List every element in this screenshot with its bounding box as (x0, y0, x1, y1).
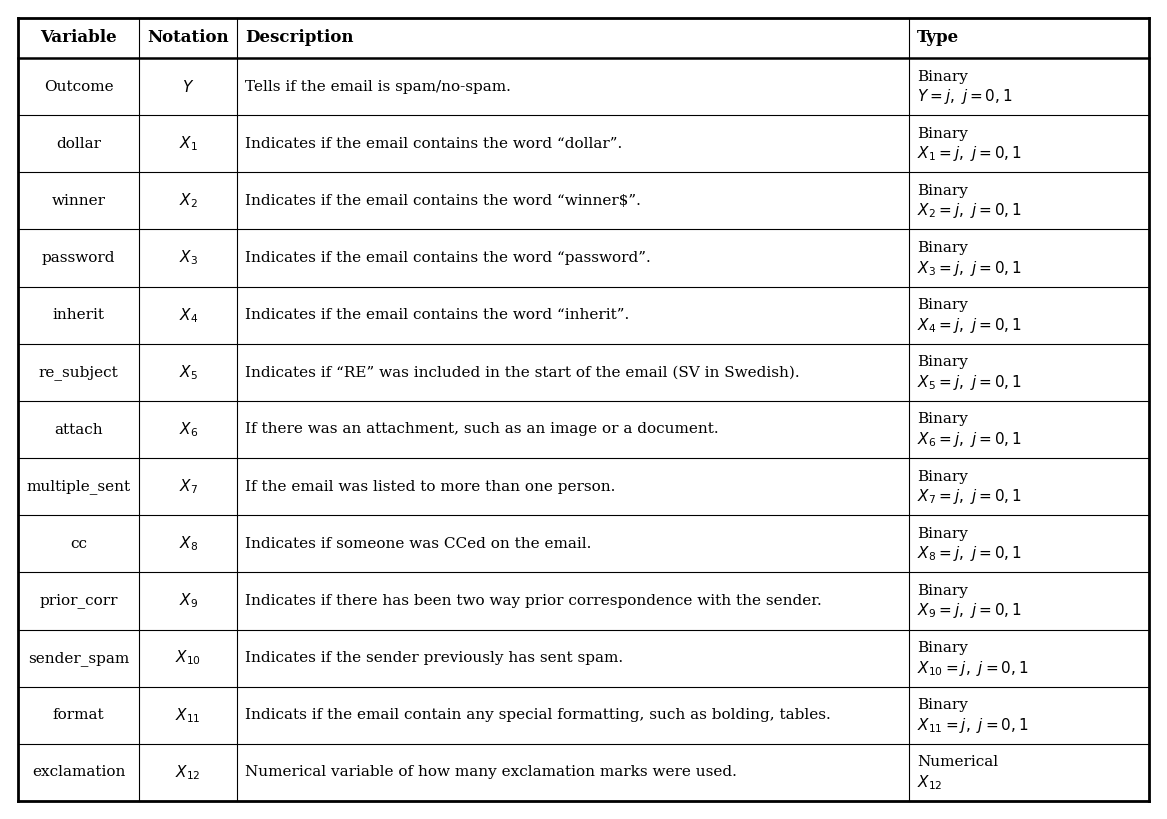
Text: $X_2 = j,\ j = 0, 1$: $X_2 = j,\ j = 0, 1$ (917, 201, 1022, 220)
Text: Binary: Binary (917, 527, 969, 541)
Text: $X_{12}$: $X_{12}$ (917, 773, 943, 792)
Text: cc: cc (70, 536, 88, 551)
Text: $X_9 = j,\ j = 0, 1$: $X_9 = j,\ j = 0, 1$ (917, 601, 1022, 621)
Text: $Y$: $Y$ (182, 79, 195, 94)
Text: Indicates if someone was CCed on the email.: Indicates if someone was CCed on the ema… (245, 536, 592, 551)
Text: password: password (42, 251, 116, 265)
Text: multiple_sent: multiple_sent (27, 479, 131, 494)
Text: $X_6 = j,\ j = 0, 1$: $X_6 = j,\ j = 0, 1$ (917, 430, 1022, 449)
Text: Type: Type (917, 29, 959, 47)
Text: Variable: Variable (40, 29, 117, 47)
Text: prior_corr: prior_corr (40, 594, 118, 609)
Text: $X_{10}$: $X_{10}$ (175, 649, 201, 667)
Text: Binary: Binary (917, 298, 969, 312)
Text: $X_7 = j,\ j = 0, 1$: $X_7 = j,\ j = 0, 1$ (917, 487, 1022, 506)
Text: dollar: dollar (56, 137, 102, 151)
Text: $X_4 = j,\ j = 0, 1$: $X_4 = j,\ j = 0, 1$ (917, 315, 1022, 335)
Text: Binary: Binary (917, 184, 969, 198)
Text: Numerical variable of how many exclamation marks were used.: Numerical variable of how many exclamati… (245, 766, 738, 780)
Text: Binary: Binary (917, 241, 969, 255)
Text: $X_2$: $X_2$ (179, 192, 197, 210)
Text: $X_1$: $X_1$ (179, 134, 197, 153)
Text: Description: Description (245, 29, 354, 47)
Text: Binary: Binary (917, 413, 969, 427)
Text: $X_5$: $X_5$ (179, 363, 197, 382)
Text: Tells if the email is spam/no-spam.: Tells if the email is spam/no-spam. (245, 79, 511, 93)
Text: Notation: Notation (147, 29, 229, 47)
Text: Indicates if the email contains the word “winner$”.: Indicates if the email contains the word… (245, 194, 642, 208)
Text: $X_5 = j,\ j = 0, 1$: $X_5 = j,\ j = 0, 1$ (917, 373, 1022, 391)
Text: Numerical: Numerical (917, 755, 998, 769)
Text: Binary: Binary (917, 584, 969, 598)
Text: If the email was listed to more than one person.: If the email was listed to more than one… (245, 480, 616, 494)
Text: $X_8 = j,\ j = 0, 1$: $X_8 = j,\ j = 0, 1$ (917, 545, 1022, 563)
Text: $X_{12}$: $X_{12}$ (175, 763, 201, 782)
Text: $X_{11} = j,\ j = 0, 1$: $X_{11} = j,\ j = 0, 1$ (917, 716, 1029, 735)
Text: $X_{11}$: $X_{11}$ (175, 706, 201, 725)
Text: Indicates if “RE” was included in the start of the email (SV in Swedish).: Indicates if “RE” was included in the st… (245, 365, 801, 379)
Text: Indicates if there has been two way prior correspondence with the sender.: Indicates if there has been two way prio… (245, 594, 823, 608)
Text: Binary: Binary (917, 641, 969, 655)
Text: $X_3$: $X_3$ (179, 249, 197, 267)
Text: inherit: inherit (53, 308, 105, 322)
Text: format: format (53, 708, 104, 722)
Text: $X_6$: $X_6$ (179, 420, 198, 439)
Text: winner: winner (51, 194, 105, 208)
Text: re_subject: re_subject (39, 365, 118, 380)
Text: Indicates if the email contains the word “dollar”.: Indicates if the email contains the word… (245, 137, 623, 151)
Text: $X_9$: $X_9$ (179, 591, 197, 610)
Text: Indicates if the sender previously has sent spam.: Indicates if the sender previously has s… (245, 651, 623, 665)
Text: Indicates if the email contains the word “inherit”.: Indicates if the email contains the word… (245, 308, 630, 322)
Text: Binary: Binary (917, 699, 969, 713)
Text: exclamation: exclamation (32, 766, 125, 780)
Text: $X_7$: $X_7$ (179, 477, 197, 496)
Text: Binary: Binary (917, 355, 969, 369)
Text: Indicats if the email contain any special formatting, such as bolding, tables.: Indicats if the email contain any specia… (245, 708, 831, 722)
Text: If there was an attachment, such as an image or a document.: If there was an attachment, such as an i… (245, 423, 719, 437)
Text: Binary: Binary (917, 70, 969, 84)
Text: $X_3 = j,\ j = 0, 1$: $X_3 = j,\ j = 0, 1$ (917, 259, 1022, 278)
Text: $X_{10} = j,\ j = 0, 1$: $X_{10} = j,\ j = 0, 1$ (917, 658, 1029, 677)
Text: Binary: Binary (917, 127, 969, 141)
Text: $X_8$: $X_8$ (179, 535, 197, 553)
Text: Outcome: Outcome (43, 79, 113, 93)
Text: $X_1 = j,\ j = 0, 1$: $X_1 = j,\ j = 0, 1$ (917, 144, 1022, 163)
Text: $X_4$: $X_4$ (179, 305, 198, 324)
Text: sender_spam: sender_spam (28, 650, 130, 666)
Text: attach: attach (54, 423, 103, 437)
Text: Binary: Binary (917, 469, 969, 484)
Text: Indicates if the email contains the word “password”.: Indicates if the email contains the word… (245, 251, 651, 265)
Text: $Y = j,\ j = 0, 1$: $Y = j,\ j = 0, 1$ (917, 87, 1013, 106)
